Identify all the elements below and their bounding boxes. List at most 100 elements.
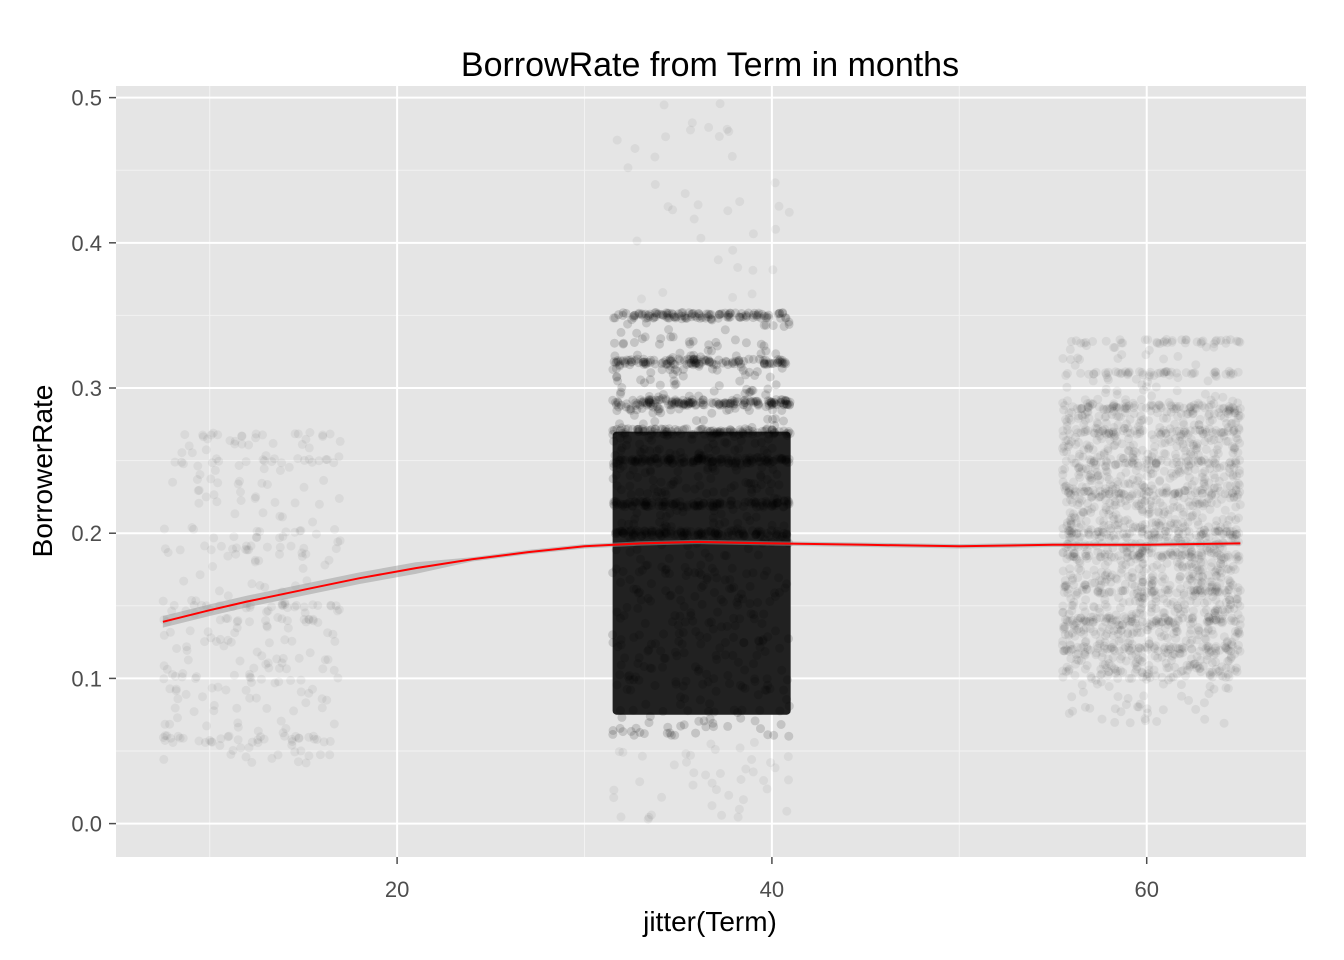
scatter-point — [778, 308, 788, 318]
scatter-point — [608, 474, 618, 484]
scatter-point — [1213, 525, 1223, 535]
scatter-point — [1075, 451, 1084, 461]
scatter-point — [1096, 670, 1105, 680]
scatter-point — [1207, 490, 1217, 500]
scatter-point — [754, 308, 764, 318]
scatter-point — [1119, 644, 1129, 654]
scatter-point — [255, 581, 265, 590]
scatter-point — [1215, 463, 1225, 473]
scatter-point — [1203, 645, 1213, 655]
scatter-point — [308, 684, 317, 694]
scatter-point — [301, 758, 311, 768]
scatter-point — [1202, 597, 1212, 606]
scatter-point — [1072, 655, 1082, 665]
scatter-point — [1166, 367, 1176, 377]
scatter-point — [1163, 645, 1173, 654]
scatter-point — [226, 749, 236, 759]
scatter-point — [1102, 404, 1112, 414]
scatter-point — [1123, 628, 1133, 638]
scatter-point — [711, 651, 721, 661]
scatter-point — [1216, 555, 1226, 565]
scatter-point — [1087, 473, 1097, 483]
scatter-point — [1164, 527, 1174, 537]
scatter-point — [730, 621, 740, 631]
scatter-point — [744, 406, 754, 415]
scatter-point — [182, 642, 192, 652]
scatter-point — [749, 737, 759, 747]
scatter-point — [1178, 523, 1188, 533]
scatter-point — [1109, 644, 1119, 654]
scatter-point — [1058, 426, 1068, 436]
x-tick-label: 60 — [1134, 877, 1158, 902]
scatter-point — [1204, 642, 1214, 652]
scatter-point — [1224, 404, 1234, 414]
scatter-point — [1190, 403, 1199, 413]
scatter-point — [702, 633, 712, 642]
scatter-point — [1207, 582, 1217, 592]
scatter-point — [1173, 604, 1183, 614]
scatter-point — [1090, 463, 1100, 473]
scatter-point — [1078, 687, 1088, 697]
scatter-point — [1184, 460, 1194, 470]
scatter-point — [1118, 338, 1128, 348]
scatter-point — [1128, 573, 1138, 583]
scatter-point — [181, 689, 191, 699]
scatter-point — [696, 570, 706, 580]
scatter-point — [715, 769, 725, 778]
scatter-point — [1194, 572, 1204, 582]
scatter-point — [159, 630, 169, 640]
scatter-point — [715, 497, 725, 507]
scatter-point — [1102, 373, 1112, 383]
scatter-point — [1235, 480, 1244, 490]
scatter-point — [224, 731, 234, 741]
scatter-point — [1099, 508, 1108, 518]
scatter-point — [159, 754, 169, 764]
scatter-point — [666, 480, 676, 490]
scatter-point — [749, 610, 759, 620]
scatter-point — [659, 629, 668, 639]
scatter-point — [293, 757, 303, 767]
scatter-point — [200, 637, 210, 647]
scatter-point — [1218, 544, 1227, 554]
scatter-point — [720, 550, 729, 560]
scatter-point — [620, 428, 630, 437]
scatter-point — [1129, 589, 1139, 599]
scatter-point — [1160, 507, 1170, 517]
scatter-point — [1186, 490, 1196, 500]
scatter-point — [753, 550, 763, 560]
scatter-point — [1133, 476, 1142, 486]
scatter-point — [634, 630, 644, 640]
scatter-point — [160, 731, 170, 741]
scatter-point — [632, 584, 641, 594]
scatter-point — [1129, 459, 1139, 469]
scatter-point — [167, 606, 177, 616]
scatter-point — [1159, 369, 1169, 379]
scatter-point — [1079, 419, 1089, 429]
scatter-point — [1187, 369, 1196, 379]
scatter-point — [273, 613, 283, 622]
scatter-point — [1109, 422, 1119, 432]
scatter-point — [666, 405, 676, 415]
scatter-point — [1072, 625, 1082, 635]
scatter-point — [318, 664, 328, 674]
scatter-point — [1210, 367, 1220, 377]
scatter-point — [1094, 480, 1104, 490]
scatter-point — [784, 457, 794, 467]
scatter-point — [301, 698, 311, 708]
scatter-point — [1231, 418, 1241, 428]
scatter-point — [1200, 633, 1210, 643]
scatter-point — [1201, 528, 1211, 538]
scatter-point — [1107, 587, 1117, 597]
scatter-point — [1149, 586, 1159, 596]
scatter-point — [1088, 485, 1098, 495]
scatter-point — [1155, 339, 1165, 349]
scatter-point — [1186, 459, 1196, 469]
scatter-point — [1170, 489, 1180, 499]
scatter-point — [1181, 335, 1191, 345]
scatter-point — [304, 751, 314, 761]
scatter-point — [1122, 529, 1132, 539]
scatter-point — [614, 310, 624, 320]
scatter-point — [1204, 424, 1214, 434]
scatter-point — [674, 636, 684, 646]
scatter-point — [1103, 404, 1113, 413]
